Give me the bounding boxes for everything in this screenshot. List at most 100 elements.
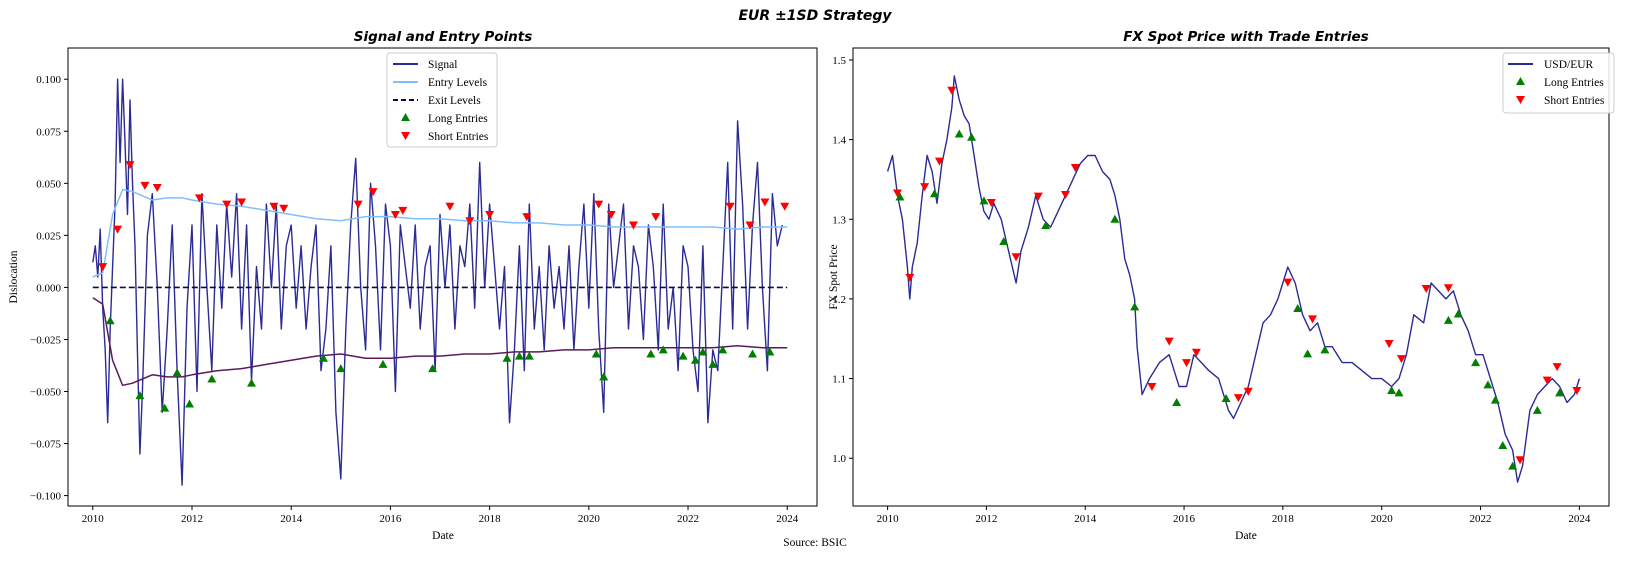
legend-entry-levels-label: Entry Levels [428, 77, 488, 89]
legend-exit-levels-label: Exit Levels [428, 95, 481, 107]
signal-short-entry-marker [390, 211, 400, 220]
source-note: Source: BSIC [783, 537, 847, 549]
signal-short-entry-marker [237, 198, 247, 207]
price-x-axis-label: Date [1235, 530, 1257, 542]
signal-short-entry-marker [594, 200, 604, 209]
signal-legend: Signal Entry Levels Exit Levels Long Ent… [386, 52, 498, 148]
signal-long-entry-marker [207, 374, 217, 383]
signal-x-tick-label: 2012 [181, 513, 203, 525]
price-x-tick-label: 2022 [1470, 513, 1492, 525]
signal-y-tick-label: 0.100 [36, 74, 61, 86]
legend-usdeur-label: USD/EUR [1544, 59, 1594, 71]
price-long-entry-marker [1443, 315, 1453, 324]
signal-y-tick-label: 0.000 [36, 282, 61, 294]
price-short-entry-marker [1033, 192, 1043, 201]
signal-long-entry-marker [698, 347, 708, 356]
price-long-entry-marker [1172, 397, 1182, 406]
price-short-entry-marker [1147, 383, 1157, 392]
price-long-entry-marker [895, 192, 905, 201]
signal-short-entry-marker [194, 194, 204, 203]
signal-long-entry-marker [678, 351, 688, 360]
signal-short-entry-marker [780, 202, 790, 211]
price-long-entry-marker [1555, 388, 1565, 397]
signal-x-tick-label: 2024 [776, 513, 799, 525]
price-plot-area [886, 75, 1582, 483]
signal-long-entry-marker [247, 378, 257, 387]
price-long-entry-marker [1130, 302, 1140, 311]
signal-short-entry-marker [651, 213, 661, 222]
signal-long-entry-marker [172, 368, 182, 377]
price-long-entry-marker [1483, 380, 1493, 389]
price-y-tick-label: 1.1 [832, 374, 846, 386]
price-long-entry-marker [1453, 309, 1463, 318]
price-short-entry-marker [892, 189, 902, 198]
price-long-entry-marker [999, 237, 1009, 246]
signal-long-entry-marker [185, 399, 195, 408]
price-short-entry-marker [1515, 456, 1525, 465]
signal-axes: 2010 2012 2014 2016 2018 2020 2022 2024 −0.100 −0… [30, 74, 799, 525]
price-short-entry-marker [1182, 359, 1192, 368]
signal-long-entry-marker [160, 403, 170, 412]
price-short-entry-marker [986, 199, 996, 208]
price-short-entry-marker [1060, 191, 1070, 200]
signal-y-tick-label: −0.050 [30, 387, 61, 399]
price-long-entry-marker [979, 196, 989, 205]
signal-long-entry-marker [502, 353, 512, 362]
price-chart-panel: FX Spot Price with Trade Entries 2010 201… [828, 29, 1615, 542]
signal-short-entry-marker [522, 213, 532, 222]
signal-short-entry-marker [628, 221, 638, 230]
legend-short-entries-label-2: Short Entries [1544, 95, 1605, 107]
price-long-entry-marker [1498, 440, 1508, 449]
signal-short-entry-marker [398, 206, 408, 215]
signal-short-entry-marker [745, 221, 755, 230]
signal-long-entry-marker [591, 349, 601, 358]
signal-chart-title: Signal and Entry Points [354, 29, 533, 45]
signal-short-entry-marker [485, 211, 495, 220]
legend-signal-label: Signal [428, 59, 457, 71]
signal-long-entry-marker [658, 345, 668, 354]
signal-long-entry-marker [748, 349, 758, 358]
signal-long-entry-marker [378, 359, 388, 368]
signal-short-entry-marker [725, 202, 735, 211]
price-chart-title: FX Spot Price with Trade Entries [1123, 29, 1368, 45]
price-short-entry-marker [920, 183, 930, 192]
price-long-entry-marker [1508, 461, 1518, 470]
price-short-entry-marker [1421, 285, 1431, 294]
signal-short-entry-marker [140, 181, 150, 190]
price-x-tick-label: 2016 [1173, 513, 1196, 525]
price-short-entry-marker [1384, 340, 1394, 349]
signal-y-tick-label: 0.050 [36, 178, 61, 190]
signal-short-entry-marker [760, 198, 770, 207]
price-y-tick-label: 1.0 [832, 453, 846, 465]
price-short-entry-marker [1572, 387, 1582, 396]
price-axes: 2010 2012 2014 2016 2018 2020 2022 2024 1.0 1.1 1.… [832, 55, 1591, 525]
signal-long-entry-marker [514, 351, 524, 360]
price-long-entry-marker [967, 132, 977, 141]
signal-short-entry-marker [606, 211, 616, 220]
price-short-entry-marker [1283, 278, 1293, 287]
signal-legend-box [386, 52, 498, 148]
legend-long-entries-marker-2 [1516, 77, 1525, 85]
price-y-tick-label: 1.3 [832, 214, 846, 226]
signal-y-axis-label: Dislocation [8, 250, 20, 303]
price-short-entry-marker [947, 86, 957, 95]
signal-x-tick-label: 2018 [479, 513, 502, 525]
price-short-entry-marker [934, 157, 944, 166]
price-long-entry-marker [1387, 386, 1397, 395]
signal-x-tick-label: 2016 [379, 513, 402, 525]
signal-short-entry-marker [125, 161, 135, 170]
price-plot-frame [852, 47, 1610, 507]
price-x-tick-label: 2014 [1074, 513, 1097, 525]
price-short-entry-marker [1164, 337, 1174, 346]
price-short-entry-marker [1443, 284, 1453, 293]
signal-long-entry-marker [646, 349, 656, 358]
signal-y-tick-label: −0.025 [30, 334, 61, 346]
signal-long-entry-marker [718, 345, 728, 354]
price-long-entry-marker [1293, 303, 1303, 312]
price-long-entry-marker [1320, 345, 1330, 354]
price-long-entry-marker [1041, 221, 1051, 230]
signal-series-line-2 [92, 297, 788, 387]
price-y-tick-label: 1.4 [832, 135, 846, 147]
price-long-entry-marker [1394, 388, 1404, 397]
signal-x-axis-label: Date [432, 530, 454, 542]
